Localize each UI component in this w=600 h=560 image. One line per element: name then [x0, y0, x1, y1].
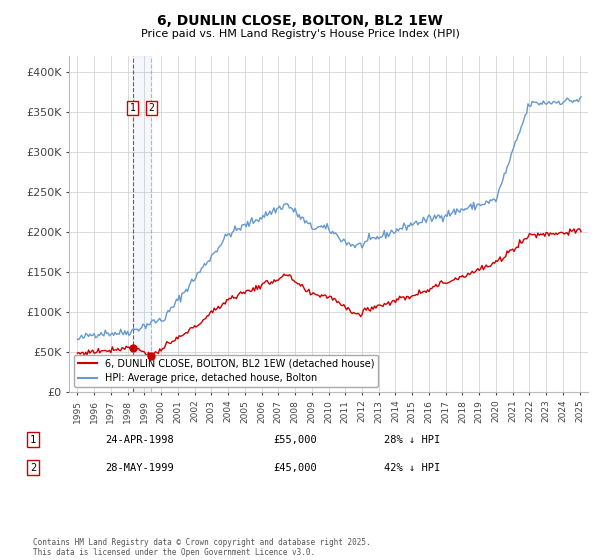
Text: £45,000: £45,000: [273, 463, 317, 473]
Text: 24-APR-1998: 24-APR-1998: [105, 435, 174, 445]
Text: 42% ↓ HPI: 42% ↓ HPI: [384, 463, 440, 473]
Text: 1: 1: [30, 435, 36, 445]
Text: 2: 2: [30, 463, 36, 473]
Text: Price paid vs. HM Land Registry's House Price Index (HPI): Price paid vs. HM Land Registry's House …: [140, 29, 460, 39]
Bar: [133, 56, 151, 392]
Text: 28% ↓ HPI: 28% ↓ HPI: [384, 435, 440, 445]
Point: [128, 343, 137, 352]
Text: £55,000: £55,000: [273, 435, 317, 445]
Text: 6, DUNLIN CLOSE, BOLTON, BL2 1EW: 6, DUNLIN CLOSE, BOLTON, BL2 1EW: [157, 14, 443, 28]
Point: [146, 352, 156, 361]
Text: Contains HM Land Registry data © Crown copyright and database right 2025.
This d: Contains HM Land Registry data © Crown c…: [33, 538, 371, 557]
Text: 1: 1: [130, 103, 136, 113]
Text: 28-MAY-1999: 28-MAY-1999: [105, 463, 174, 473]
Legend: 6, DUNLIN CLOSE, BOLTON, BL2 1EW (detached house), HPI: Average price, detached : 6, DUNLIN CLOSE, BOLTON, BL2 1EW (detach…: [74, 354, 379, 387]
Text: 2: 2: [148, 103, 154, 113]
